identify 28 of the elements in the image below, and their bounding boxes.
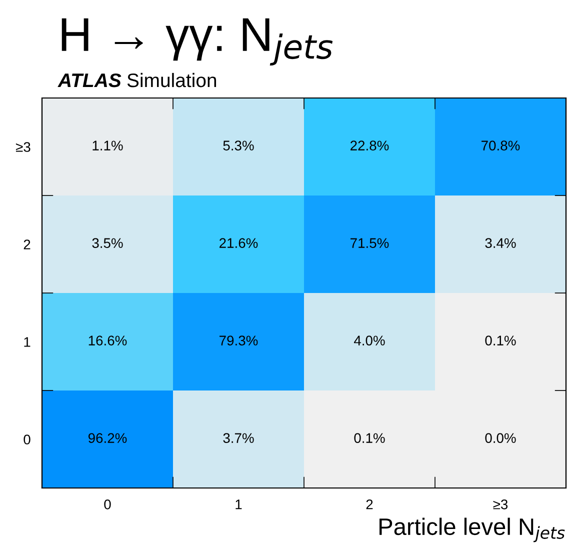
y-tick-label: ≥3 — [16, 142, 30, 152]
text: Simulation — [127, 72, 216, 88]
data-label: 3.4% — [485, 238, 516, 248]
data-label: 71.5% — [350, 238, 389, 248]
x-tick-label: ≥3 — [493, 499, 508, 510]
data-label: 3.7% — [223, 433, 254, 443]
y-tick-label: 2 — [24, 240, 30, 250]
x-axis-title: Particle level N$_{jets}$ — [380, 518, 565, 542]
text: ATLAS — [58, 73, 122, 88]
data-label: 1.1% — [92, 140, 123, 150]
data-label: 0.1% — [354, 433, 385, 443]
x-tick-label: 0 — [104, 499, 111, 510]
data-label: 0.0% — [485, 433, 516, 443]
y-tick-label: 1 — [24, 337, 30, 347]
data-label: 16.6% — [88, 336, 127, 346]
data-label: 22.8% — [350, 140, 389, 150]
data-label: 21.6% — [220, 238, 258, 248]
data-label: 3.5% — [92, 238, 123, 248]
data-label: 96.2% — [88, 433, 127, 443]
data-label: 0.1% — [485, 336, 516, 346]
y-tick-label: 0 — [24, 434, 30, 444]
data-label: 5.3% — [223, 140, 254, 150]
data-label: 4.0% — [354, 336, 385, 346]
data-label: 79.3% — [220, 336, 258, 346]
data-label: 70.8% — [482, 140, 520, 150]
chart-title: H → γγ: N$_{jets}$ — [62, 18, 333, 66]
x-tick-label: 1 — [236, 500, 242, 510]
x-tick-label: 2 — [366, 499, 373, 510]
